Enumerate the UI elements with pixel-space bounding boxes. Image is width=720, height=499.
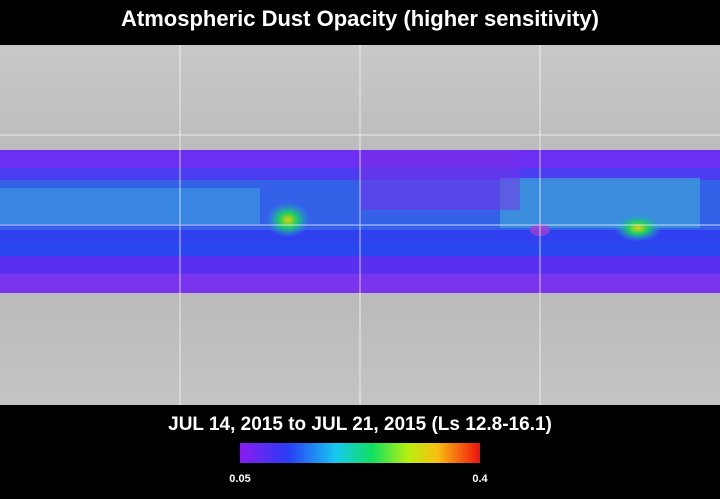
- colorbar-max-label: 0.4: [472, 473, 488, 485]
- graticule: [0, 45, 720, 405]
- colorbar: [240, 443, 480, 463]
- title: Atmospheric Dust Opacity (higher sensiti…: [121, 6, 599, 31]
- date-range: JUL 14, 2015 to JUL 21, 2015 (Ls 12.8-16…: [168, 414, 552, 435]
- colorbar-min-label: 0.05: [229, 473, 250, 485]
